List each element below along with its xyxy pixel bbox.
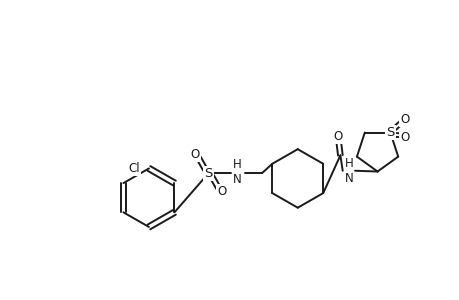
Text: S: S [204,167,213,180]
Text: Cl: Cl [128,162,140,175]
Text: O: O [399,113,409,126]
Text: O: O [399,131,409,144]
Text: H
N: H N [344,157,353,185]
Text: H
N: H N [232,158,241,185]
Text: S: S [385,126,394,139]
Text: O: O [333,130,342,142]
Text: O: O [190,148,200,161]
Text: O: O [217,185,226,198]
